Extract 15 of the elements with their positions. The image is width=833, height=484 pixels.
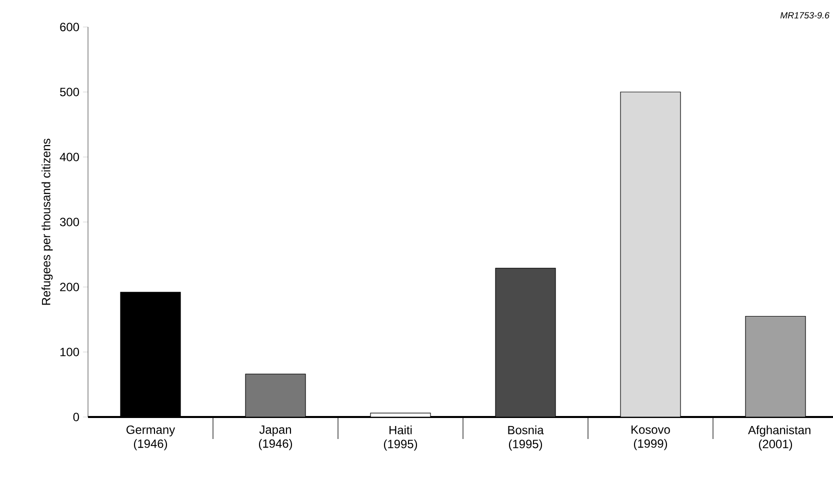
y-tick-label: 200 <box>60 282 80 292</box>
y-tick-label: 0 <box>73 412 80 422</box>
y-tick-label: 500 <box>60 88 80 96</box>
text: MR1753-9.6 <box>780 12 830 18</box>
y-axis-title: Refugees per thousand citizens <box>42 138 53 305</box>
y-tick-label: 300 <box>60 218 80 226</box>
x-tick-label: Bosnia (1995) <box>508 426 544 451</box>
y-tick-label: 600 <box>60 22 80 32</box>
y-tick-label: 400 <box>60 152 80 162</box>
x-tick-label: Kosovo (1999) <box>632 426 670 450</box>
x-tick-label: Afghanistan (2001) <box>748 426 810 451</box>
x-tick-label: Haiti (1995) <box>384 426 418 451</box>
y-tick-label: 100 <box>60 348 80 356</box>
x-tick-label: Germany (1946) <box>126 426 176 450</box>
x-tick-label: Japan (1946) <box>258 426 292 450</box>
